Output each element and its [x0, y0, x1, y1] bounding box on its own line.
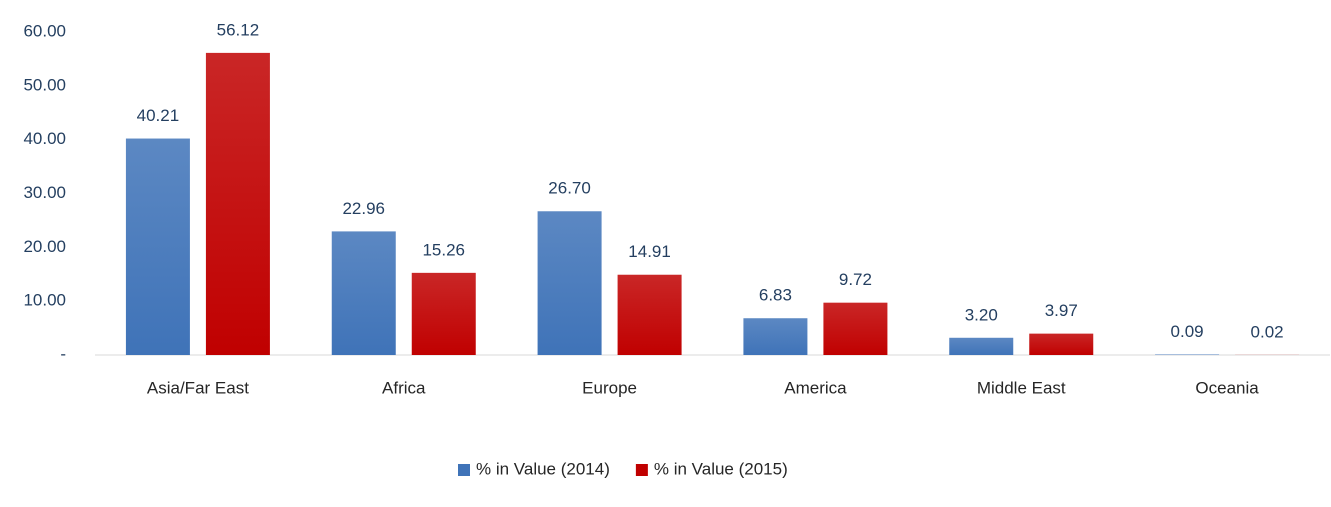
y-tick-label: 50.00: [23, 75, 66, 94]
y-tick-label: 30.00: [23, 183, 66, 202]
value-label: 0.02: [1251, 322, 1284, 341]
x-tick-label: Asia/Far East: [147, 378, 249, 397]
value-label: 40.21: [137, 106, 180, 125]
value-label: 9.72: [839, 270, 872, 289]
bar: [411, 272, 476, 355]
y-tick-label: 60.00: [23, 21, 66, 40]
x-tick-label: Oceania: [1195, 378, 1259, 397]
value-label: 26.70: [548, 179, 591, 198]
value-label: 56.12: [217, 20, 260, 39]
bar: [743, 318, 808, 355]
value-label: 0.09: [1171, 322, 1204, 341]
y-tick-label: -: [60, 344, 66, 363]
value-label: 15.26: [422, 240, 465, 259]
value-label: 3.97: [1045, 301, 1078, 320]
x-tick-label: Middle East: [977, 378, 1066, 397]
legend-label: % in Value (2014): [476, 459, 610, 478]
bar: [1029, 333, 1094, 355]
value-label: 22.96: [342, 199, 385, 218]
bar: [949, 337, 1014, 355]
legend-swatch: [458, 464, 470, 476]
bar: [205, 52, 270, 356]
bar: [125, 138, 190, 355]
bar: [617, 274, 682, 355]
y-tick-label: 40.00: [23, 129, 66, 148]
bar: [537, 211, 602, 355]
y-tick-label: 10.00: [23, 291, 66, 310]
x-tick-label: Europe: [582, 378, 637, 397]
value-label: 14.91: [628, 242, 671, 261]
legend-swatch: [635, 464, 648, 476]
legend-label: % in Value (2015): [654, 459, 788, 478]
x-tick-label: Africa: [382, 378, 426, 397]
y-tick-label: 20.00: [23, 237, 66, 256]
bar: [331, 231, 396, 355]
value-label: 6.83: [759, 286, 792, 305]
x-tick-label: America: [784, 378, 847, 397]
bar: [823, 302, 888, 355]
value-label: 3.20: [965, 305, 998, 324]
